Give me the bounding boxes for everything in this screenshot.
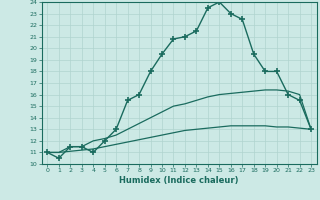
X-axis label: Humidex (Indice chaleur): Humidex (Indice chaleur) xyxy=(119,176,239,185)
